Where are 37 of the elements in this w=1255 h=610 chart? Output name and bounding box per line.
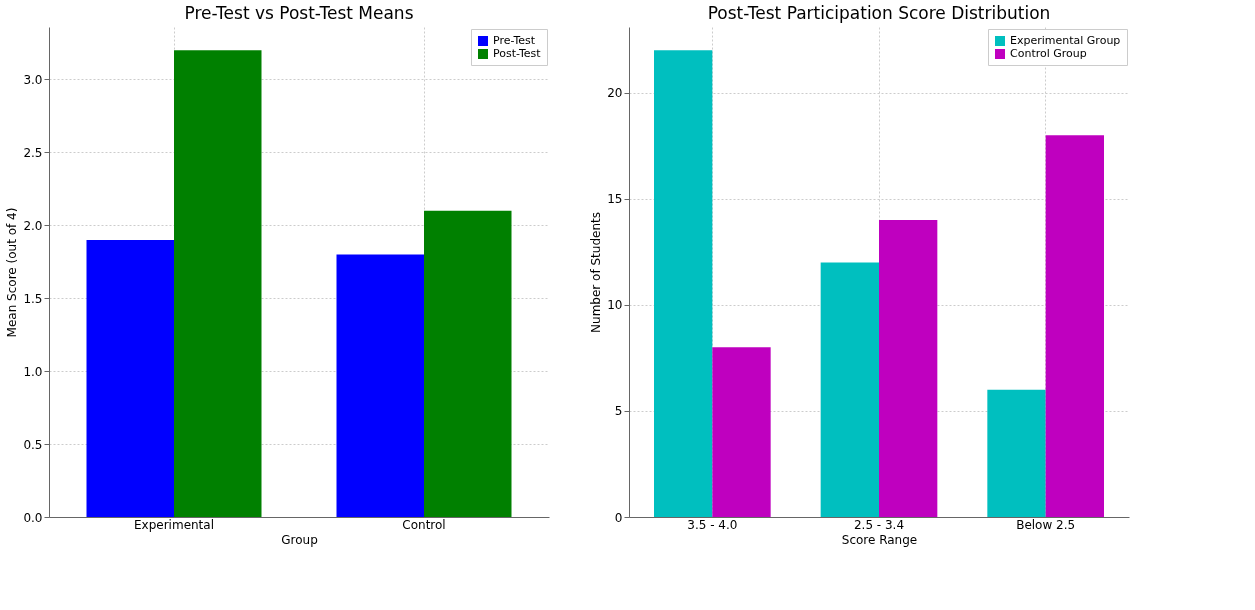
- x-tick-label: Control: [402, 517, 446, 532]
- bar: [424, 210, 512, 517]
- y-tick-label: 0.0: [23, 510, 43, 525]
- legend-label: Post-Test: [493, 47, 542, 60]
- x-axis-title: Group: [281, 532, 318, 547]
- bar: [336, 254, 424, 517]
- chart-title: Post-Test Participation Score Distribution: [707, 3, 1051, 23]
- legend-label: Pre-Test: [493, 34, 536, 47]
- y-axis-title: Number of Students: [589, 212, 604, 333]
- y-axis-title: Mean Score (out of 4): [5, 207, 20, 338]
- bar: [86, 239, 174, 517]
- bar: [1045, 135, 1104, 517]
- x-tick-label: Below 2.5: [1016, 517, 1076, 532]
- x-axis-title: Score Range: [841, 532, 918, 547]
- bar: [987, 389, 1046, 517]
- legend-label: Control Group: [1010, 47, 1087, 60]
- y-tick-label: 1.0: [23, 364, 43, 379]
- y-tick-label: 0: [614, 510, 623, 525]
- x-tick-label: 3.5 - 4.0: [687, 517, 738, 532]
- y-tick-label: 3.0: [23, 73, 43, 87]
- y-tick-label: 0.5: [23, 437, 43, 452]
- x-tick-label: Experimental: [133, 517, 215, 532]
- y-tick-label: 20: [607, 86, 623, 101]
- x-tick-label: 2.5 - 3.4: [853, 517, 905, 532]
- y-tick-label: 1.5: [23, 291, 43, 306]
- y-tick-label: 5: [614, 404, 623, 419]
- y-tick-label: 15: [607, 192, 623, 207]
- bar: [654, 50, 713, 517]
- y-tick-label: 2.0: [23, 218, 43, 233]
- y-tick-label: 2.5: [23, 145, 43, 160]
- bar: [712, 347, 771, 517]
- bar: [879, 220, 938, 517]
- y-tick-label: 10: [607, 298, 623, 313]
- legend-label: Experimental Group: [1010, 34, 1121, 47]
- bar: [174, 50, 262, 517]
- chart-title: Pre-Test vs Post-Test Means: [184, 3, 414, 23]
- bar: [820, 262, 879, 517]
